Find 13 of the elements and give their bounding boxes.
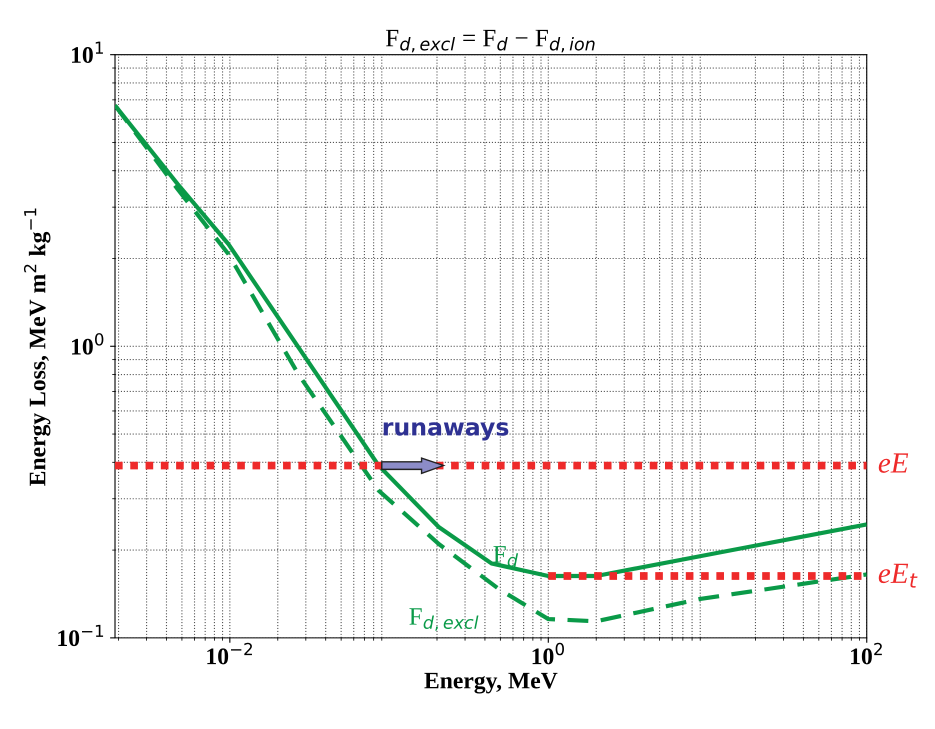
chart-title: F$_{d,excl}$ = F$_{d}$ − F$_{d,ion}$ [386, 30, 595, 52]
x-tick-label: 10$^{2}$ [851, 642, 882, 664]
annotation: runaways [384, 422, 508, 441]
y-axis-title: Energy Loss, MeV m$^{2}$ kg$^{−1}$ [24, 208, 50, 486]
y-tick-label: 10$^{1}$ [72, 42, 103, 63]
x-tick-label: 10$^{0}$ [532, 642, 564, 664]
x-tick-label: 10$^{−2}$ [207, 642, 252, 664]
annotation: F$_{d,excl}$ [409, 608, 478, 631]
y-tick-label: 10$^{−1}$ [58, 624, 104, 646]
annotation: eE [878, 453, 908, 473]
x-axis-title: Energy, MeV [424, 672, 558, 694]
annotation: eE$_{t}$ [878, 564, 918, 588]
y-tick-label: 10$^{0}$ [72, 333, 104, 355]
